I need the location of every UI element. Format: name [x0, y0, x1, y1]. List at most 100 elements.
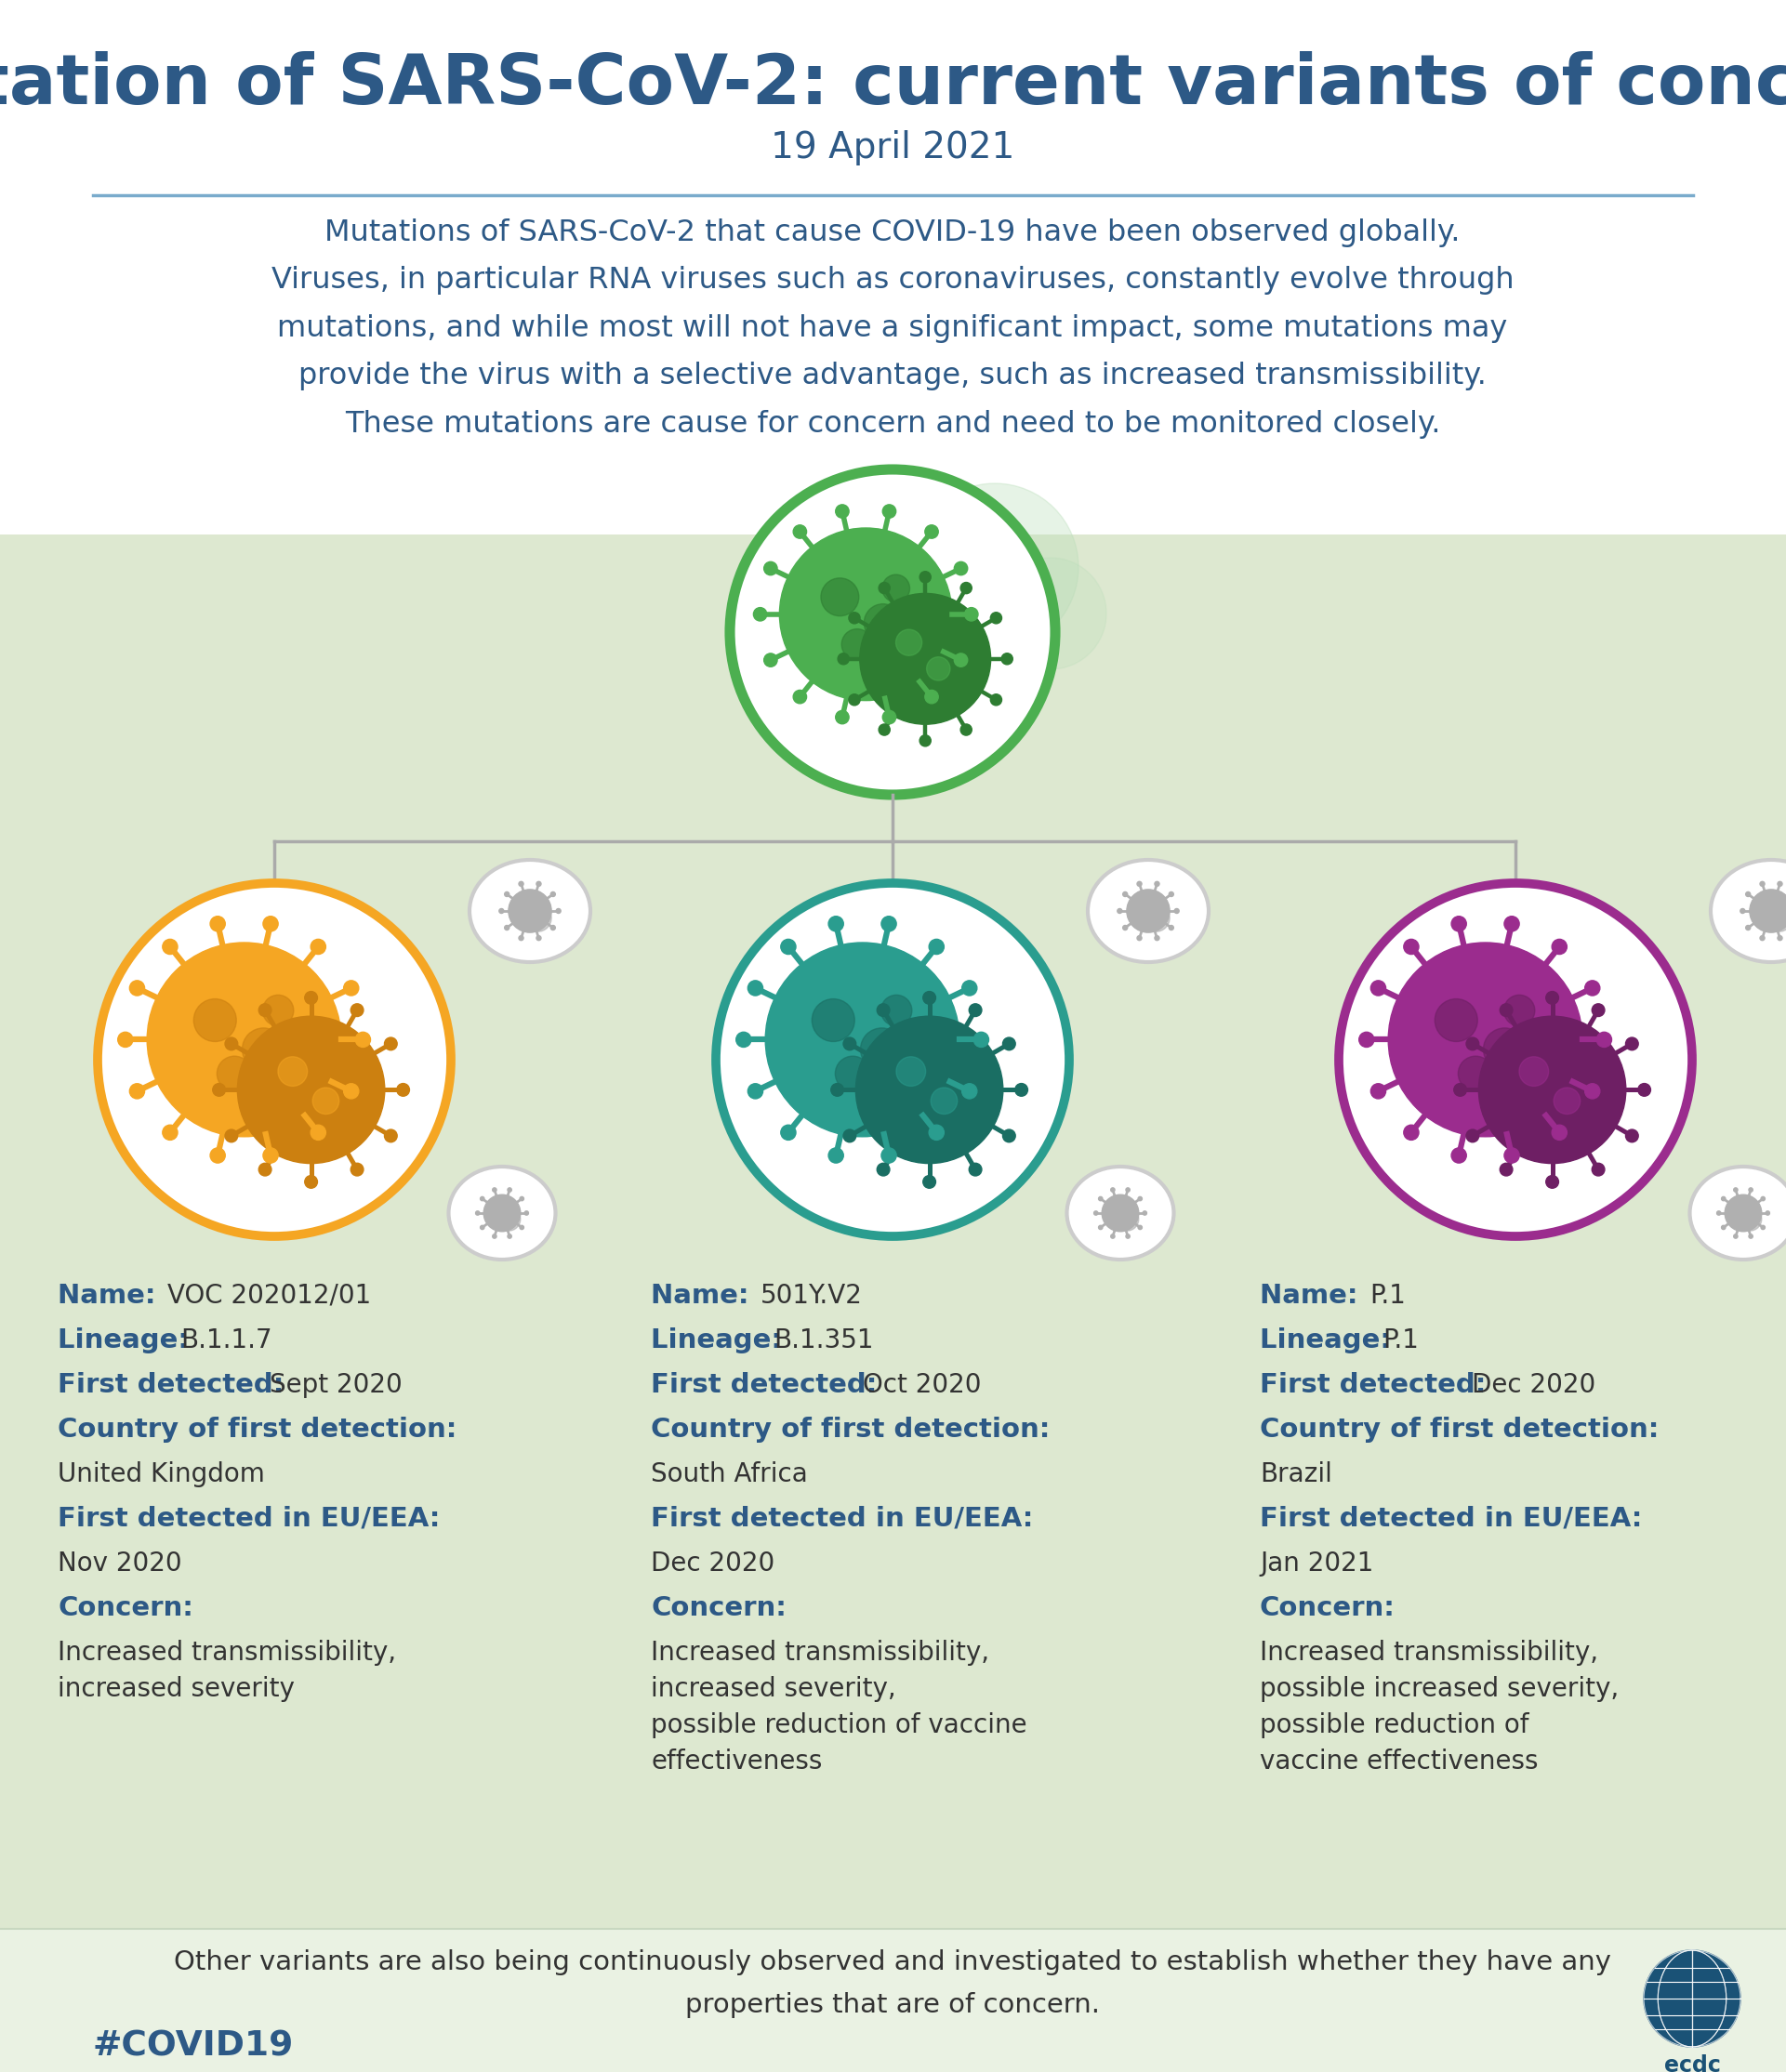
- Circle shape: [305, 1175, 318, 1187]
- Circle shape: [98, 883, 450, 1237]
- Text: 19 April 2021: 19 April 2021: [770, 131, 1014, 166]
- Circle shape: [263, 995, 293, 1026]
- Circle shape: [925, 524, 938, 539]
- Circle shape: [780, 939, 797, 955]
- Circle shape: [225, 1038, 238, 1051]
- Circle shape: [736, 1032, 752, 1046]
- Circle shape: [1725, 1196, 1761, 1231]
- Circle shape: [1552, 939, 1566, 955]
- Circle shape: [925, 690, 938, 704]
- Circle shape: [822, 578, 859, 615]
- Text: Dec 2020: Dec 2020: [1472, 1372, 1595, 1399]
- Circle shape: [238, 1015, 384, 1164]
- Circle shape: [1625, 1038, 1638, 1051]
- Circle shape: [1457, 1057, 1493, 1092]
- Circle shape: [748, 1084, 763, 1098]
- Circle shape: [1479, 1015, 1625, 1164]
- Circle shape: [1111, 1187, 1114, 1191]
- Circle shape: [780, 1125, 797, 1140]
- Circle shape: [1625, 1129, 1638, 1142]
- Circle shape: [555, 910, 561, 914]
- Circle shape: [550, 891, 555, 897]
- Text: Lineage:: Lineage:: [57, 1328, 198, 1353]
- Circle shape: [1734, 1187, 1738, 1191]
- Circle shape: [1761, 1225, 1765, 1229]
- Circle shape: [838, 653, 848, 665]
- Circle shape: [882, 506, 897, 518]
- Circle shape: [1138, 1225, 1141, 1229]
- Ellipse shape: [1711, 860, 1786, 961]
- Circle shape: [1759, 881, 1765, 887]
- Circle shape: [1722, 1198, 1725, 1202]
- Text: Name:: Name:: [650, 1283, 759, 1310]
- Circle shape: [1552, 1125, 1566, 1140]
- Circle shape: [877, 1162, 889, 1177]
- Circle shape: [498, 910, 504, 914]
- Ellipse shape: [1690, 1167, 1786, 1260]
- Circle shape: [829, 916, 843, 930]
- Text: Jan 2021: Jan 2021: [1259, 1550, 1373, 1577]
- Circle shape: [877, 1003, 889, 1017]
- Circle shape: [1340, 883, 1691, 1237]
- Circle shape: [836, 711, 848, 723]
- Circle shape: [1750, 889, 1786, 932]
- Circle shape: [879, 582, 889, 595]
- Circle shape: [1388, 943, 1582, 1138]
- Circle shape: [954, 562, 968, 576]
- Circle shape: [1520, 1057, 1548, 1086]
- Circle shape: [480, 1225, 484, 1229]
- Circle shape: [1002, 1038, 1016, 1051]
- Circle shape: [475, 1210, 480, 1214]
- Circle shape: [311, 939, 325, 955]
- Text: First detected in EU/EEA:: First detected in EU/EEA:: [1259, 1506, 1643, 1531]
- Circle shape: [1500, 1003, 1513, 1017]
- Circle shape: [1404, 1125, 1418, 1140]
- Bar: [0, 1929, 1786, 2072]
- Circle shape: [864, 603, 902, 642]
- Circle shape: [305, 990, 318, 1005]
- Circle shape: [1118, 910, 1122, 914]
- Circle shape: [964, 607, 979, 622]
- Circle shape: [927, 657, 950, 680]
- Text: Lineage:: Lineage:: [650, 1328, 791, 1353]
- Circle shape: [1745, 926, 1750, 930]
- Circle shape: [882, 574, 909, 603]
- Circle shape: [829, 1148, 843, 1162]
- Circle shape: [954, 653, 968, 667]
- Circle shape: [1014, 1084, 1027, 1096]
- Circle shape: [1745, 891, 1750, 897]
- Circle shape: [243, 1028, 286, 1071]
- Circle shape: [1002, 653, 1013, 665]
- Circle shape: [1093, 1210, 1098, 1214]
- Circle shape: [211, 916, 225, 930]
- Text: P.1: P.1: [1382, 1328, 1418, 1353]
- Circle shape: [995, 557, 1106, 669]
- Circle shape: [1504, 995, 1534, 1026]
- Circle shape: [1766, 1210, 1770, 1214]
- Text: Other variants are also being continuously observed and investigated to establis: Other variants are also being continuous…: [173, 1950, 1611, 2018]
- Circle shape: [880, 1148, 897, 1162]
- Circle shape: [961, 723, 972, 736]
- Text: P.1: P.1: [1370, 1283, 1406, 1310]
- Circle shape: [1748, 1187, 1752, 1191]
- Circle shape: [920, 736, 931, 746]
- Text: First detected in EU/EEA:: First detected in EU/EEA:: [650, 1506, 1034, 1531]
- Circle shape: [536, 937, 541, 941]
- Circle shape: [1002, 1129, 1016, 1142]
- Circle shape: [970, 1003, 982, 1017]
- Text: First detected:: First detected:: [1259, 1372, 1495, 1399]
- Circle shape: [1466, 1038, 1479, 1051]
- Circle shape: [931, 1088, 957, 1115]
- Text: Country of first detection:: Country of first detection:: [650, 1417, 1050, 1442]
- Circle shape: [484, 1196, 520, 1231]
- Text: 501Y.V2: 501Y.V2: [761, 1283, 863, 1310]
- Circle shape: [1125, 1235, 1131, 1239]
- Circle shape: [1452, 916, 1466, 930]
- Circle shape: [1452, 1148, 1466, 1162]
- Circle shape: [754, 607, 766, 622]
- Circle shape: [384, 1038, 396, 1051]
- Text: VOC 202012/01: VOC 202012/01: [168, 1283, 371, 1310]
- Circle shape: [1454, 1084, 1466, 1096]
- Circle shape: [1500, 1162, 1513, 1177]
- Circle shape: [1143, 903, 1170, 932]
